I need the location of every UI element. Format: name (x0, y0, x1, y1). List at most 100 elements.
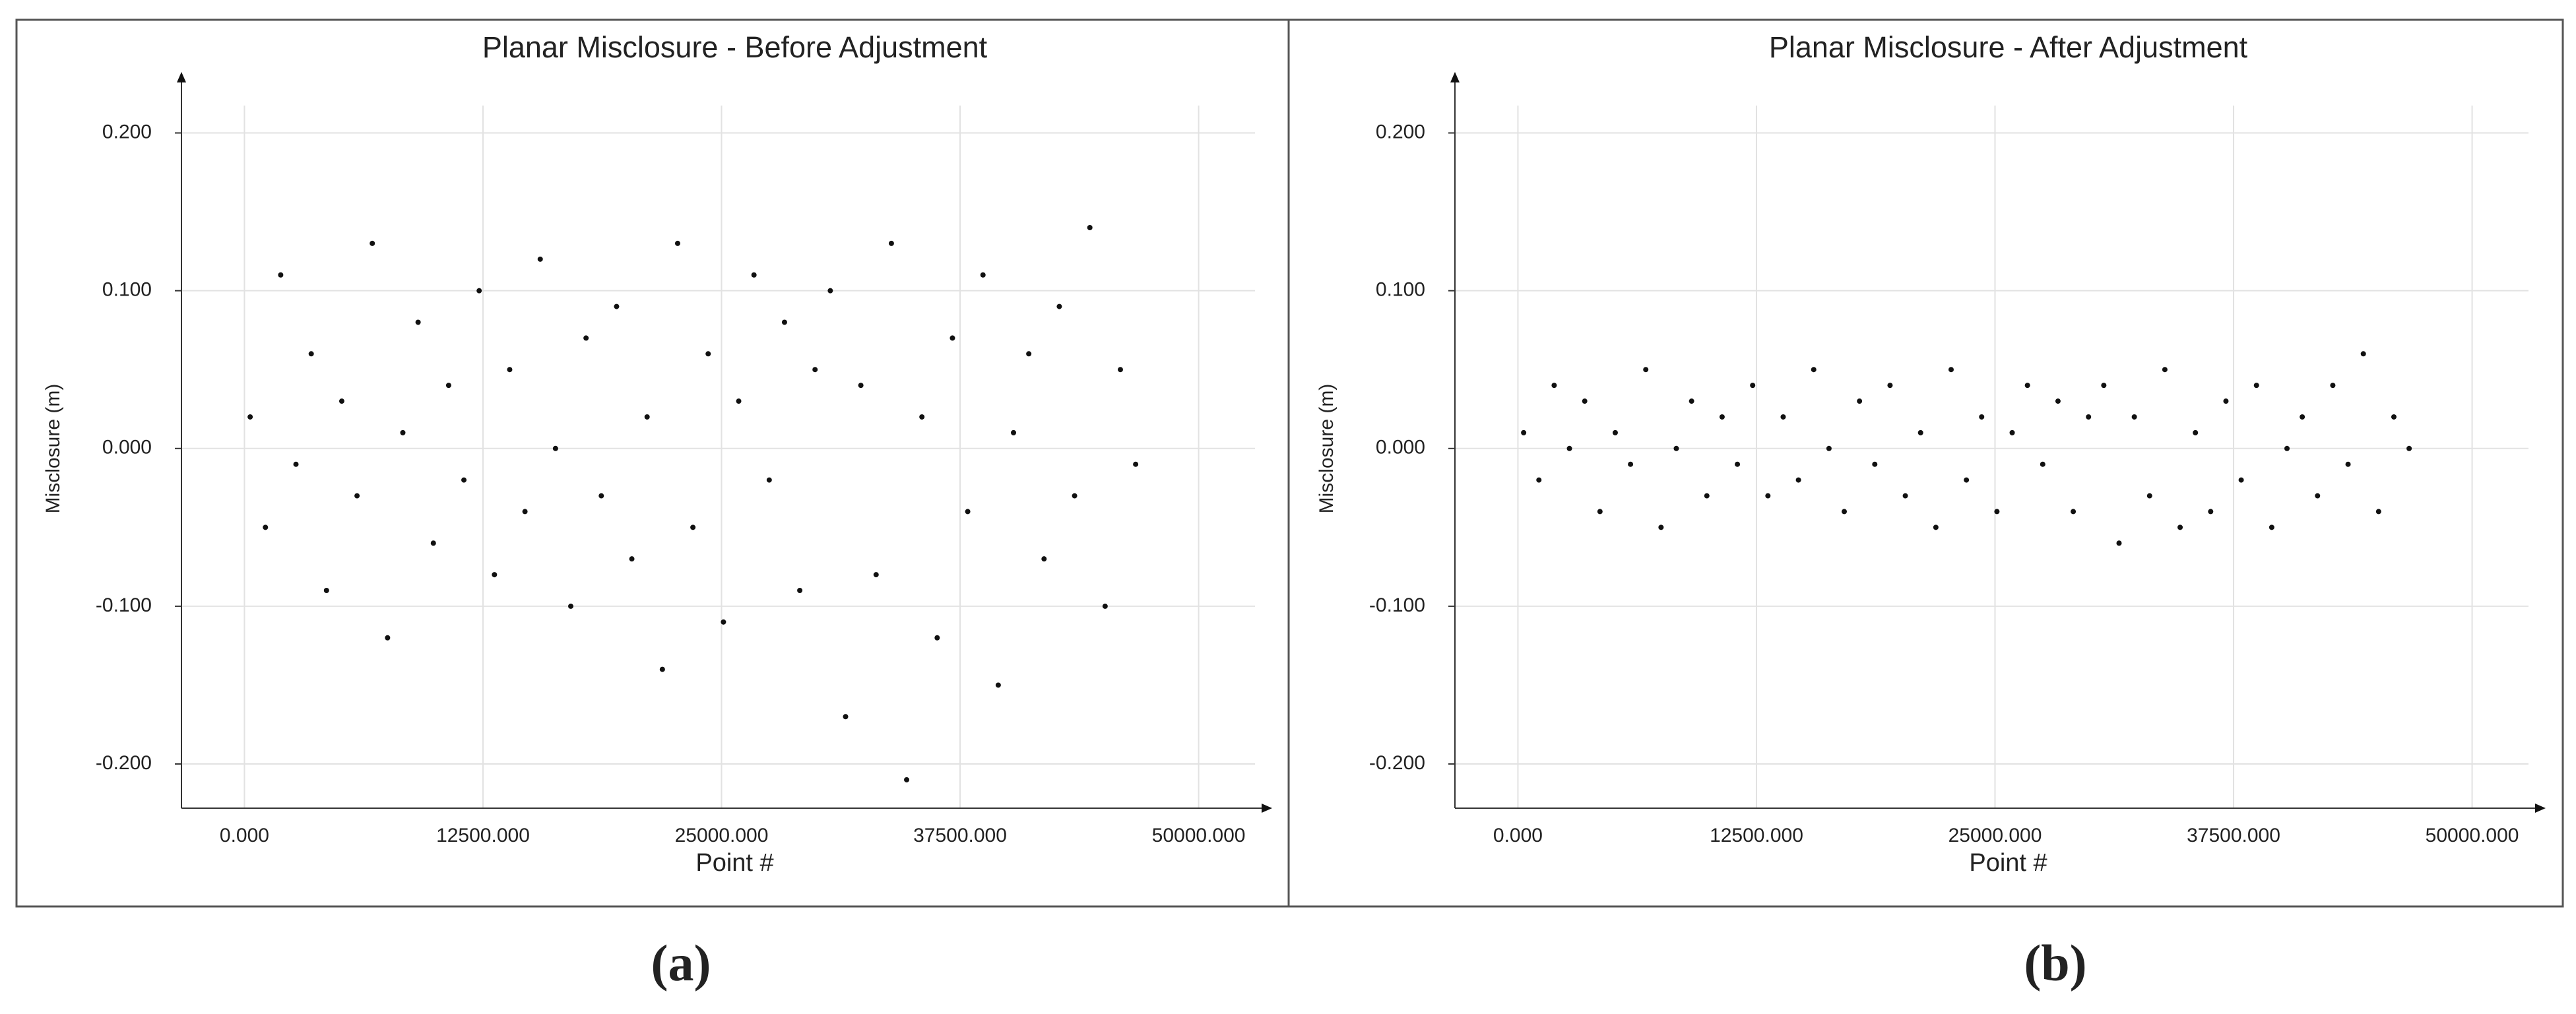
point (400, 429, 406, 435)
point (1842, 509, 1848, 515)
point (1780, 414, 1786, 420)
point (766, 477, 772, 483)
point (1872, 461, 1878, 467)
point (2071, 509, 2077, 515)
point (354, 493, 360, 499)
point (659, 666, 665, 672)
point (1643, 367, 1649, 373)
point (1811, 367, 1817, 373)
point (1102, 603, 1108, 609)
x-axis-arrow (2535, 804, 2546, 813)
point (1011, 429, 1017, 435)
point (2101, 383, 2107, 389)
point (1933, 524, 1939, 530)
point (614, 303, 620, 309)
point (2162, 367, 2168, 373)
point (919, 414, 925, 420)
point (873, 572, 879, 578)
point (2131, 414, 2137, 420)
y-tick-label: 0.200 (1376, 121, 1425, 143)
point (2024, 383, 2030, 389)
x-tick-label: 50000.000 (1152, 825, 1246, 846)
point (965, 509, 971, 515)
x-tick-label: 37500.000 (2187, 825, 2280, 846)
x-tick-label: 25000.000 (675, 825, 769, 846)
point (1117, 367, 1123, 373)
y-tick-label: 0.100 (102, 279, 152, 301)
x-tick-label: 0.000 (1493, 825, 1543, 846)
y-axis-title: Misclosure (m) (42, 384, 64, 514)
point (797, 588, 803, 593)
point (2086, 414, 2092, 420)
point (934, 635, 940, 641)
x-axis-title: Point # (695, 849, 773, 877)
point (2360, 351, 2366, 357)
point (583, 335, 589, 341)
point (430, 540, 436, 546)
chart-title: Planar Misclosure - Before Adjustment (482, 30, 988, 64)
point (1917, 429, 1923, 435)
point (1628, 461, 1634, 467)
point (995, 682, 1001, 688)
point (781, 319, 787, 325)
point (843, 714, 849, 720)
point (1087, 225, 1093, 230)
chart-title: Planar Misclosure - After Adjustment (1769, 30, 2248, 64)
point (1597, 509, 1603, 515)
point (1612, 429, 1618, 435)
x-tick-label: 37500.000 (913, 825, 1007, 846)
point (644, 414, 650, 420)
point (2345, 461, 2351, 467)
point (1719, 414, 1725, 420)
point (1750, 383, 1756, 389)
y-tick-label: 0.200 (102, 121, 152, 143)
point (736, 398, 742, 404)
point (1521, 429, 1527, 435)
point (308, 351, 314, 357)
point (1551, 383, 1557, 389)
x-tick-label: 0.000 (220, 825, 269, 846)
point (1566, 445, 1572, 451)
point (2315, 493, 2321, 499)
y-tick-label: 0.000 (102, 437, 152, 459)
point (2116, 540, 2122, 546)
point (492, 572, 498, 578)
x-tick-label: 12500.000 (1710, 825, 1803, 846)
point (2177, 524, 2183, 530)
point (1735, 461, 1741, 467)
y-tick-label: -0.200 (1369, 752, 1425, 774)
point (1704, 493, 1710, 499)
point (629, 556, 635, 562)
point (2330, 383, 2336, 389)
y-tick-label: -0.100 (1369, 594, 1425, 616)
point (323, 588, 329, 593)
point (2009, 429, 2015, 435)
point (1765, 493, 1771, 499)
point (338, 398, 344, 404)
point (1857, 398, 1863, 404)
point (552, 445, 558, 451)
caption: (b) (2024, 934, 2086, 992)
point (568, 603, 574, 609)
point (1902, 493, 1908, 499)
x-tick-label: 12500.000 (436, 825, 530, 846)
point (2040, 461, 2045, 467)
y-tick-label: -0.100 (96, 594, 152, 616)
point (2284, 445, 2290, 451)
point (1994, 509, 2000, 515)
point (247, 414, 253, 420)
point (445, 383, 451, 389)
point (1979, 414, 1985, 420)
point (1964, 477, 1970, 483)
point (2300, 414, 2305, 420)
y-tick-label: 0.000 (1376, 437, 1425, 459)
point (2055, 398, 2061, 404)
point (507, 367, 513, 373)
point (2223, 398, 2229, 404)
x-axis-arrow (1262, 804, 1272, 813)
point (263, 524, 269, 530)
point (476, 288, 482, 294)
point (537, 256, 543, 262)
